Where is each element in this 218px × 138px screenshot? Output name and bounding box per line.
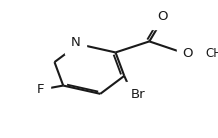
Text: CH₃: CH₃: [205, 47, 218, 60]
Text: O: O: [157, 10, 168, 23]
Text: O: O: [183, 47, 193, 60]
Text: Br: Br: [131, 88, 146, 101]
Text: F: F: [37, 83, 44, 95]
Text: N: N: [70, 36, 80, 49]
